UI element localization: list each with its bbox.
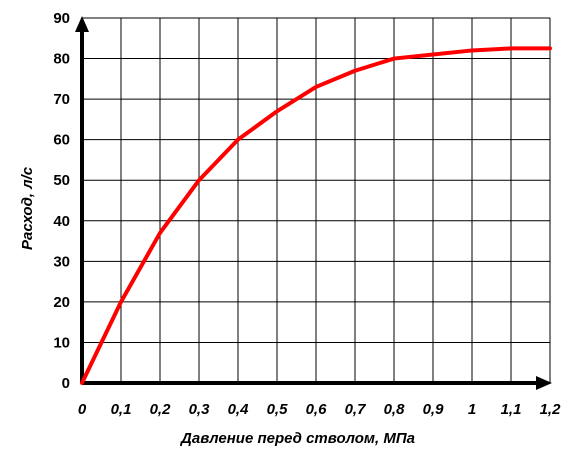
x-tick-label: 0,3: [189, 401, 211, 418]
x-tick-label: 0,7: [345, 401, 367, 418]
grid: [82, 17, 551, 383]
x-axis-arrow-icon: [536, 376, 552, 390]
x-tick-labels: 0 0,1 0,2 0,3 0,4 0,5 0,6 0,7 0,8 0,9 1 1,1 1,2: [78, 401, 561, 418]
y-tick-labels: 0 10 20 30 40 50 60 70 80 90: [53, 10, 70, 392]
x-tick-label: 1,1: [501, 401, 522, 418]
x-tick-label: 0,6: [306, 401, 328, 418]
y-tick-label: 20: [53, 294, 70, 311]
y-axis-title: Расход, л/с: [19, 166, 36, 250]
y-tick-label: 40: [53, 213, 70, 230]
x-tick-label: 0,2: [150, 401, 172, 418]
y-tick-label: 70: [53, 91, 70, 108]
x-tick-label: 1: [468, 401, 476, 418]
x-tick-label: 0,5: [267, 401, 289, 418]
series-group: [80, 46, 552, 385]
y-tick-label: 0: [62, 375, 70, 392]
y-axis-arrow-icon: [75, 16, 89, 32]
y-tick-label: 10: [53, 334, 70, 351]
x-axis-title: Давление перед стволом, МПа: [179, 430, 415, 447]
series-line: [80, 46, 552, 385]
y-tick-label: 30: [53, 253, 70, 270]
x-tick-label: 0: [78, 401, 87, 418]
x-tick-label: 1,2: [540, 401, 562, 418]
x-tick-label: 0,4: [228, 401, 250, 418]
y-tick-label: 60: [53, 132, 70, 149]
y-tick-label: 80: [53, 51, 70, 68]
y-tick-label: 90: [53, 10, 70, 27]
x-tick-label: 0,9: [423, 401, 445, 418]
x-tick-label: 0,1: [111, 401, 132, 418]
x-tick-label: 0,8: [384, 401, 406, 418]
y-tick-label: 50: [53, 172, 70, 189]
axes: [75, 16, 552, 390]
